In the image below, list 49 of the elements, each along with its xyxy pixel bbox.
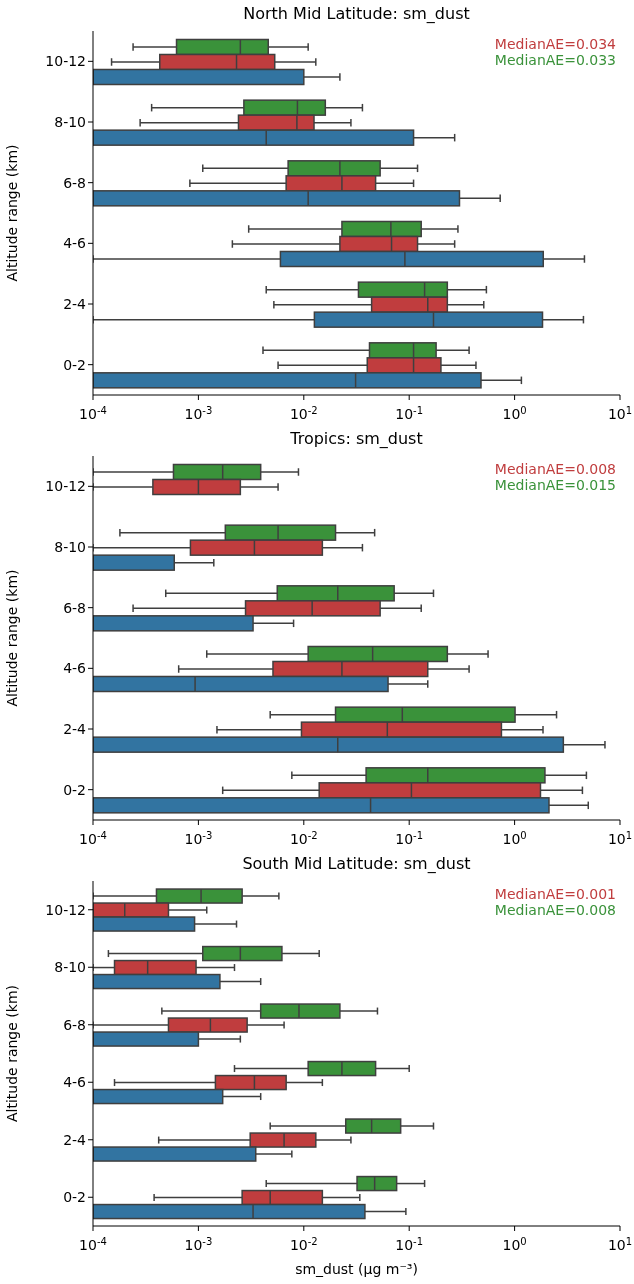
y-tick-label: 8-10 bbox=[54, 538, 86, 555]
x-tick-label: 10$^{-4}$ bbox=[79, 829, 107, 847]
chart-title: North Mid Latitude: sm_dust bbox=[242, 3, 471, 25]
y-tick-label: 8-10 bbox=[54, 113, 86, 130]
y-tick-label: 0-2 bbox=[63, 1189, 86, 1206]
x-tick-label: 10$^{-1}$ bbox=[395, 829, 424, 847]
x-tick-label: 10$^{-1}$ bbox=[395, 1235, 424, 1253]
x-tick-label: 10$^{0}$ bbox=[502, 1235, 527, 1253]
y-tick-label: 4-6 bbox=[63, 1074, 87, 1091]
annotation: MedianAE=0.034 bbox=[494, 36, 616, 52]
x-tick-label: 10$^{1}$ bbox=[607, 404, 633, 422]
y-axis-title: Altitude range (km) bbox=[3, 144, 20, 282]
annotation: MedianAE=0.008 bbox=[494, 461, 616, 477]
annotation: MedianAE=0.008 bbox=[494, 902, 616, 918]
y-axis-title: Altitude range (km) bbox=[3, 569, 20, 707]
x-tick-label: 10$^{-4}$ bbox=[79, 1235, 107, 1253]
y-tick-label: 10-12 bbox=[45, 901, 86, 918]
annotation: MedianAE=0.033 bbox=[494, 52, 616, 68]
annotation: MedianAE=0.015 bbox=[494, 477, 616, 493]
chart-title: Tropics: sm_dust bbox=[289, 428, 424, 450]
x-tick-label: 10$^{1}$ bbox=[607, 1235, 633, 1253]
x-tick-label: 10$^{0}$ bbox=[502, 829, 527, 847]
annotation: MedianAE=0.001 bbox=[494, 886, 616, 902]
x-tick-label: 10$^{-2}$ bbox=[289, 404, 318, 422]
x-tick-label: 10$^{-2}$ bbox=[289, 1235, 318, 1253]
x-tick-label: 10$^{-3}$ bbox=[184, 1235, 213, 1253]
y-tick-label: 10-12 bbox=[45, 478, 86, 495]
y-tick-label: 0-2 bbox=[63, 356, 86, 373]
y-tick-label: 2-4 bbox=[63, 1131, 87, 1148]
y-tick-label: 6-8 bbox=[63, 599, 86, 616]
x-tick-label: 10$^{0}$ bbox=[502, 404, 527, 422]
x-tick-label: 10$^{-3}$ bbox=[184, 404, 213, 422]
chart-title: South Mid Latitude: sm_dust bbox=[241, 853, 472, 875]
y-tick-label: 4-6 bbox=[63, 660, 87, 677]
x-tick-label: 10$^{-2}$ bbox=[289, 829, 318, 847]
x-tick-label: 10$^{-3}$ bbox=[184, 829, 213, 847]
y-tick-label: 2-4 bbox=[63, 720, 87, 737]
y-tick-label: 6-8 bbox=[63, 1016, 86, 1033]
x-tick-label: 10$^{-1}$ bbox=[395, 404, 424, 422]
x-tick-label: 10$^{1}$ bbox=[607, 829, 633, 847]
y-axis-title: Altitude range (km) bbox=[3, 985, 20, 1122]
y-tick-label: 6-8 bbox=[63, 174, 86, 191]
y-tick-label: 10-12 bbox=[45, 53, 86, 70]
x-tick-label: 10$^{-4}$ bbox=[79, 404, 107, 422]
y-tick-label: 2-4 bbox=[63, 295, 87, 312]
y-tick-label: 0-2 bbox=[63, 781, 86, 798]
y-tick-label: 4-6 bbox=[63, 235, 87, 252]
y-tick-label: 8-10 bbox=[54, 959, 86, 976]
x-axis-title: sm_dust (µg m⁻³) bbox=[295, 1261, 418, 1277]
